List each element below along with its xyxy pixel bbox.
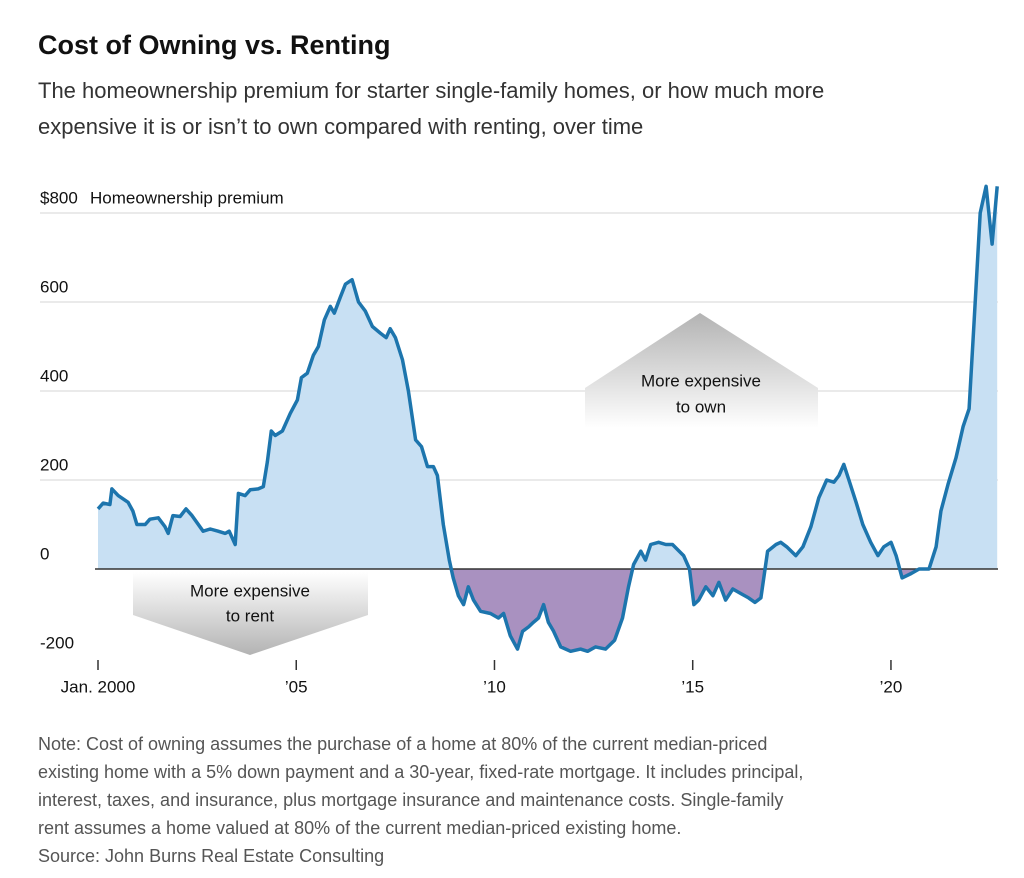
area-negative [98, 569, 998, 652]
annotation: More expensive [190, 581, 310, 600]
x-tick-label: Jan. 2000 [61, 677, 136, 696]
y-tick-label: 400 [40, 366, 68, 385]
y-tick-label: -200 [40, 633, 74, 652]
annotation: to rent [226, 606, 274, 625]
annotation-arrow [585, 313, 818, 428]
y-axis-label: Homeownership premium [90, 188, 284, 207]
y-tick-label: 200 [40, 455, 68, 474]
note: existing home with a 5% down payment and… [38, 762, 803, 782]
y-tick-label: $800 [40, 188, 78, 207]
annotation: More expensive [641, 371, 761, 390]
x-tick-label: ’10 [483, 677, 506, 696]
line [96, 184, 999, 654]
y-tick-label: 600 [40, 277, 68, 296]
subtitle: The homeownership premium for starter si… [38, 78, 824, 103]
area-positive [98, 186, 998, 569]
note: Note: Cost of owning assumes the purchas… [38, 734, 767, 754]
chart-title: Cost of Owning vs. Renting [38, 30, 391, 60]
annotation-arrow [133, 572, 368, 655]
annotation: to own [676, 397, 726, 416]
x-tick-label: ’15 [681, 677, 704, 696]
subtitle: expensive it is or isn’t to own compared… [38, 114, 643, 139]
note: rent assumes a home valued at 80% of the… [38, 818, 681, 838]
x-tick-label: ’20 [880, 677, 903, 696]
plot: -200 0 200 400 600 $800 Homeownership premium J… [40, 184, 999, 696]
x-tick-label: ’05 [285, 677, 308, 696]
y-tick-label: 0 [40, 544, 49, 563]
source: Source: John Burns Real Estate Consultin… [38, 846, 384, 866]
note: interest, taxes, and insurance, plus mor… [38, 790, 783, 810]
